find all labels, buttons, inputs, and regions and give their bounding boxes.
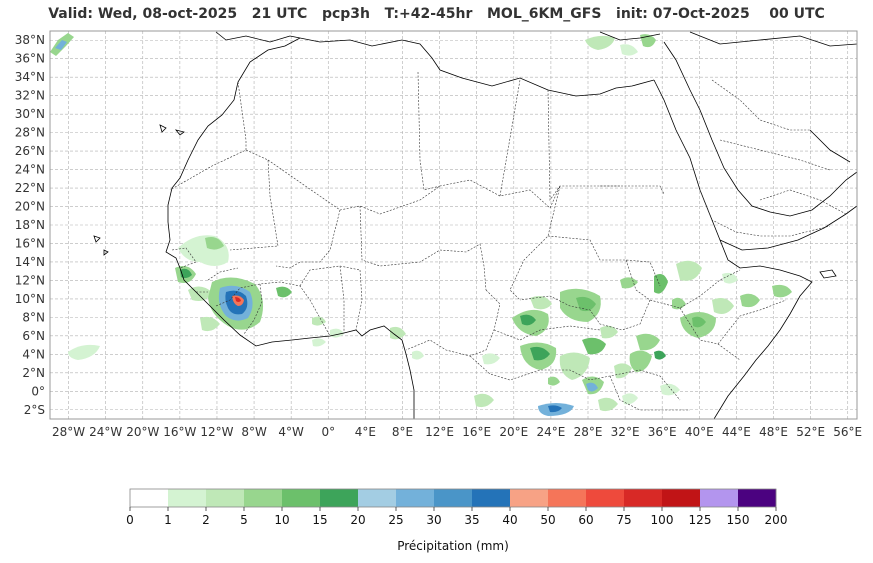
latitude-label: 26°N	[15, 144, 45, 158]
longitude-label: 20°W	[126, 425, 159, 439]
longitude-label: 8°E	[392, 425, 413, 439]
colorbar-tick-label: 150	[727, 513, 750, 527]
colorbar-ticks: 0 1 2 5 10 15 20 25 30 35 40 50 60 75 100 125 150 200	[126, 507, 787, 527]
colorbar-tick-label: 5	[240, 513, 248, 527]
longitude-label: 28°W	[52, 425, 85, 439]
latitude-label: 12°N	[15, 273, 45, 287]
colorbar-tick-label: 200	[765, 513, 788, 527]
longitude-label: 0°	[321, 425, 335, 439]
colorbar-tick-label: 30	[426, 513, 441, 527]
longitude-label: 8°W	[241, 425, 267, 439]
longitude-label: 52°E	[796, 425, 825, 439]
map-title: Valid: Wed, 08-oct-2025 21 UTC pcp3h T:+…	[48, 6, 825, 22]
colorbar-frame	[129, 488, 777, 508]
longitude-labels: 28°W 24°W 20°W 16°W 12°W 8°W 4°W 0° 4°E 8°E 12°E 16…	[52, 425, 862, 439]
colorbar	[129, 488, 777, 508]
colorbar-swatch	[472, 489, 511, 507]
longitude-label: 24°E	[536, 425, 565, 439]
colorbar-tick-label: 125	[689, 513, 712, 527]
longitude-label: 4°E	[355, 425, 376, 439]
colorbar-swatch	[244, 489, 283, 507]
latitude-label: 2°N	[22, 366, 45, 380]
longitude-label: 12°W	[200, 425, 233, 439]
colorbar-swatch	[168, 489, 207, 507]
longitude-label: 32°E	[611, 425, 640, 439]
colorbar-swatch	[662, 489, 701, 507]
latitude-label: 30°N	[15, 107, 45, 121]
longitude-label: 16°W	[163, 425, 196, 439]
latitude-labels: 38°N 36°N 34°N 32°N 30°N 28°N 26°N 24°N 22°N 20°N…	[15, 33, 45, 417]
latitude-label: 24°N	[15, 163, 45, 177]
colorbar-swatch	[700, 489, 739, 507]
colorbar-label: Précipitation (mm)	[397, 539, 509, 553]
colorbar-swatch	[586, 489, 625, 507]
longitude-label: 4°W	[278, 425, 304, 439]
colorbar-tick-label: 10	[274, 513, 289, 527]
colorbar-swatch	[548, 489, 587, 507]
longitude-label: 20°E	[499, 425, 528, 439]
colorbar-swatch	[396, 489, 435, 507]
colorbar-tick-label: 35	[464, 513, 479, 527]
colorbar-tick-label: 2	[202, 513, 210, 527]
longitude-label: 24°W	[89, 425, 122, 439]
colorbar-swatch	[738, 489, 777, 507]
latitude-label: 0°	[31, 384, 45, 398]
longitude-label: 12°E	[425, 425, 454, 439]
colorbar-swatch	[320, 489, 359, 507]
colorbar-tick-label: 40	[502, 513, 517, 527]
latitude-label: 22°N	[15, 181, 45, 195]
colorbar-tick-label: 75	[616, 513, 631, 527]
colorbar-tick-label: 1	[164, 513, 172, 527]
colorbar-swatch	[282, 489, 321, 507]
map-frame	[49, 30, 858, 420]
colorbar-tick-label: 60	[578, 513, 593, 527]
longitude-label: 16°E	[462, 425, 491, 439]
colorbar-swatch	[358, 489, 397, 507]
latitude-label: 10°N	[15, 292, 45, 306]
country-borders	[169, 71, 847, 411]
latitude-label: 34°N	[15, 70, 45, 84]
latitude-label: 14°N	[15, 255, 45, 269]
latitude-label: 2°S	[24, 403, 45, 417]
colorbar-tick-label: 20	[350, 513, 365, 527]
colorbar-tick-label: 15	[312, 513, 327, 527]
latitude-label: 20°N	[15, 200, 45, 214]
colorbar-tick-label: 0	[126, 513, 134, 527]
colorbar-swatch	[624, 489, 663, 507]
latitude-label: 4°N	[22, 347, 45, 361]
colorbar-tick-label: 25	[388, 513, 403, 527]
longitude-label: 40°E	[685, 425, 714, 439]
longitude-label: 36°E	[648, 425, 677, 439]
colorbar-tick-label: 100	[651, 513, 674, 527]
latitude-label: 28°N	[15, 126, 45, 140]
latitude-label: 32°N	[15, 89, 45, 103]
latitude-label: 38°N	[15, 33, 45, 47]
longitude-label: 44°E	[722, 425, 751, 439]
latitude-label: 8°N	[22, 310, 45, 324]
latitude-label: 16°N	[15, 236, 45, 250]
latitude-label: 6°N	[22, 329, 45, 343]
latitude-label: 18°N	[15, 218, 45, 232]
colorbar-tick-label: 50	[540, 513, 555, 527]
latitude-label: 36°N	[15, 52, 45, 66]
precipitation-field	[50, 33, 792, 416]
colorbar-swatch	[130, 489, 169, 507]
colorbar-swatch	[510, 489, 549, 507]
longitude-label: 48°E	[759, 425, 788, 439]
colorbar-swatch	[434, 489, 473, 507]
colorbar-swatch	[206, 489, 245, 507]
longitude-label: 56°E	[833, 425, 862, 439]
longitude-label: 28°E	[574, 425, 603, 439]
